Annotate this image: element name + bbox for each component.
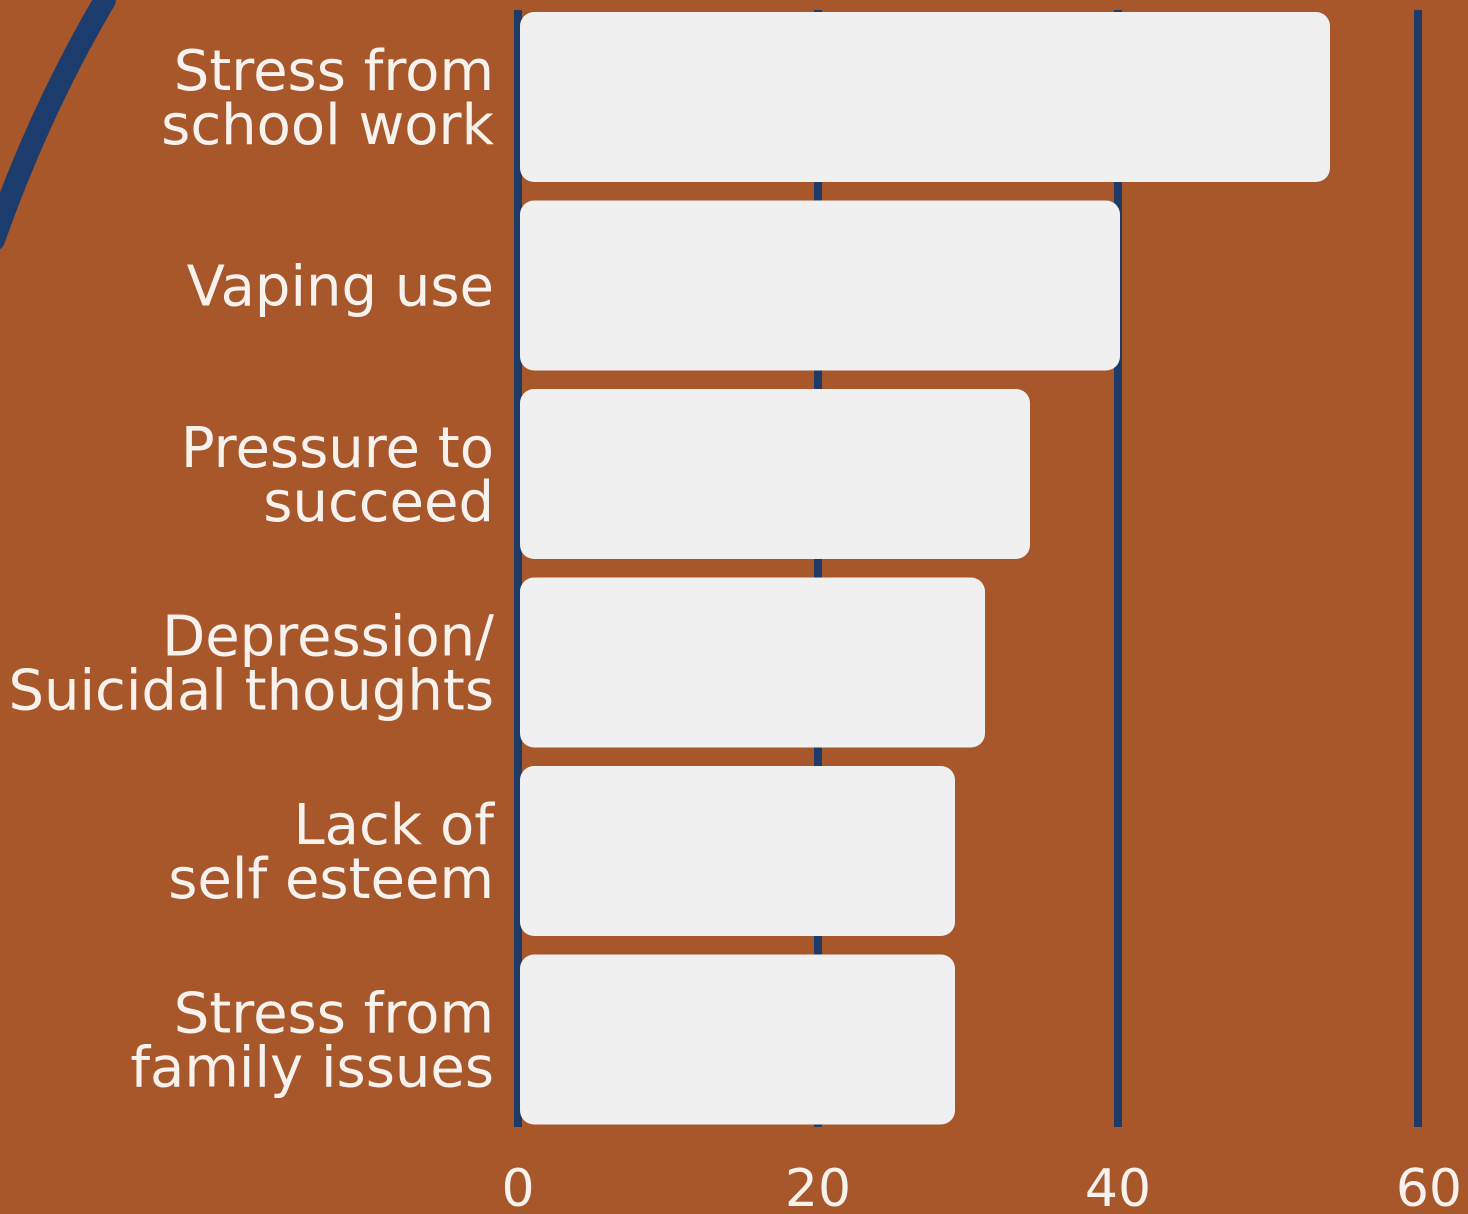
category-label-2: Pressure to succeed: [181, 416, 494, 535]
bar-4: [520, 766, 955, 936]
x-tick-label-60: 60: [1396, 1159, 1462, 1214]
category-label-4: Lack of self esteem: [168, 793, 495, 912]
category-label-5: Stress from family issues: [130, 982, 494, 1101]
x-axis-ticks: 0 20 40 60: [501, 1159, 1462, 1214]
category-labels: Stress from school work Vaping use Pressure…: [8, 39, 495, 1101]
gridlines: [514, 10, 1422, 1127]
bar-0: [520, 12, 1330, 182]
bars: [520, 12, 1330, 1125]
bar-1: [520, 200, 1120, 371]
category-label-1: Vaping use: [187, 255, 494, 320]
decorative-arc: [0, 0, 116, 250]
x-tick-label-20: 20: [785, 1159, 851, 1214]
bar-3: [520, 577, 985, 748]
bar-5: [520, 954, 955, 1125]
x-tick-label-0: 0: [501, 1159, 534, 1214]
bar-2: [520, 389, 1030, 559]
category-label-3: Depression/Suicidal thoughts: [8, 605, 494, 724]
x-tick-label-40: 40: [1085, 1159, 1151, 1214]
category-label-0: Stress from school work: [161, 39, 494, 158]
